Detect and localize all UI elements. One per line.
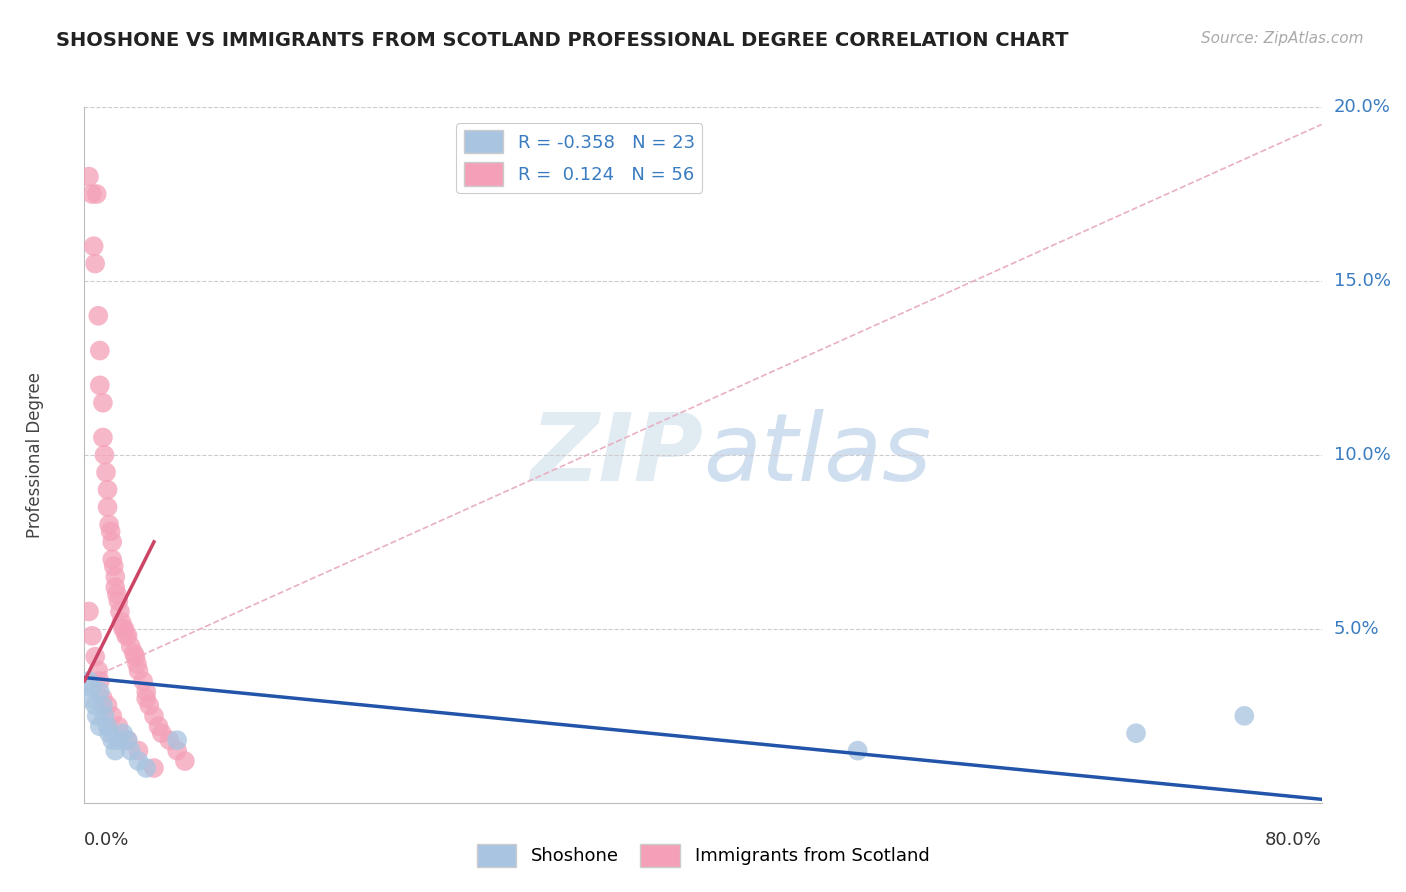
Point (96, 719, 118, 733)
Point (112, 726, 135, 740)
Point (117, 733, 139, 747)
Point (77, 674, 100, 689)
Point (105, 587, 128, 601)
Point (166, 733, 188, 747)
Point (166, 744, 188, 758)
Point (124, 649, 146, 664)
Point (89, 378, 111, 392)
Point (91, 396, 114, 410)
Point (98, 517, 121, 532)
Point (125, 657, 148, 671)
Point (143, 708, 166, 723)
Point (103, 559, 125, 574)
Legend: R = -0.358   N = 23, R =  0.124   N = 56: R = -0.358 N = 23, R = 0.124 N = 56 (457, 123, 702, 193)
Point (84, 256, 107, 270)
Point (82, 681, 104, 695)
Legend: Shoshone, Immigrants from Scotland: Shoshone, Immigrants from Scotland (470, 837, 936, 874)
Text: Professional Degree: Professional Degree (25, 372, 44, 538)
Point (1233, 708, 1256, 723)
Point (96, 698, 118, 713)
Point (83, 239, 105, 253)
Point (96, 500, 118, 514)
Point (91, 698, 114, 713)
Point (77, 169, 100, 184)
Point (122, 646, 145, 660)
Point (127, 744, 149, 758)
Point (117, 733, 139, 747)
Point (101, 733, 124, 747)
Point (89, 719, 111, 733)
Point (127, 664, 149, 678)
Point (84, 649, 107, 664)
Point (114, 622, 136, 636)
Point (94, 466, 117, 480)
Point (101, 534, 124, 549)
Point (89, 684, 111, 698)
Point (89, 343, 111, 358)
Point (84, 698, 107, 713)
Point (108, 605, 131, 619)
Text: 10.0%: 10.0% (1334, 446, 1391, 464)
Point (82, 187, 104, 202)
Point (87, 309, 110, 323)
Point (93, 708, 115, 723)
Point (91, 691, 114, 706)
Point (107, 719, 129, 733)
Point (98, 726, 121, 740)
Text: 0.0%: 0.0% (84, 830, 129, 848)
Point (143, 761, 166, 775)
Point (87, 664, 110, 678)
Point (115, 629, 138, 643)
Point (86, 708, 108, 723)
Point (120, 744, 142, 758)
Point (1125, 726, 1147, 740)
Point (117, 629, 139, 643)
Text: 80.0%: 80.0% (1265, 830, 1322, 848)
Point (159, 733, 180, 747)
Point (82, 629, 104, 643)
Text: SHOSHONE VS IMMIGRANTS FROM SCOTLAND PROFESSIONAL DEGREE CORRELATION CHART: SHOSHONE VS IMMIGRANTS FROM SCOTLAND PRO… (56, 31, 1069, 50)
Text: 5.0%: 5.0% (1334, 620, 1379, 638)
Text: atlas: atlas (703, 409, 931, 500)
Point (138, 698, 160, 713)
Point (104, 744, 127, 758)
Point (101, 708, 124, 723)
Point (100, 524, 122, 539)
Point (120, 639, 142, 653)
Point (77, 691, 100, 706)
Point (107, 733, 129, 747)
Point (77, 605, 100, 619)
Text: ZIP: ZIP (530, 409, 703, 501)
Point (101, 552, 124, 566)
Point (96, 483, 118, 497)
Point (148, 719, 170, 733)
Point (93, 448, 115, 462)
Text: 20.0%: 20.0% (1334, 98, 1391, 116)
Text: 15.0%: 15.0% (1334, 272, 1391, 290)
Point (150, 726, 173, 740)
Point (89, 674, 111, 689)
Point (174, 754, 197, 768)
Point (110, 615, 132, 629)
Text: Source: ZipAtlas.com: Source: ZipAtlas.com (1201, 31, 1364, 46)
Point (107, 594, 129, 608)
Point (135, 691, 157, 706)
Point (104, 570, 127, 584)
Point (135, 761, 157, 775)
Point (86, 187, 108, 202)
Point (127, 754, 149, 768)
Point (135, 684, 157, 698)
Point (112, 622, 135, 636)
Point (104, 580, 127, 594)
Point (91, 431, 114, 445)
Point (846, 744, 869, 758)
Point (132, 674, 155, 689)
